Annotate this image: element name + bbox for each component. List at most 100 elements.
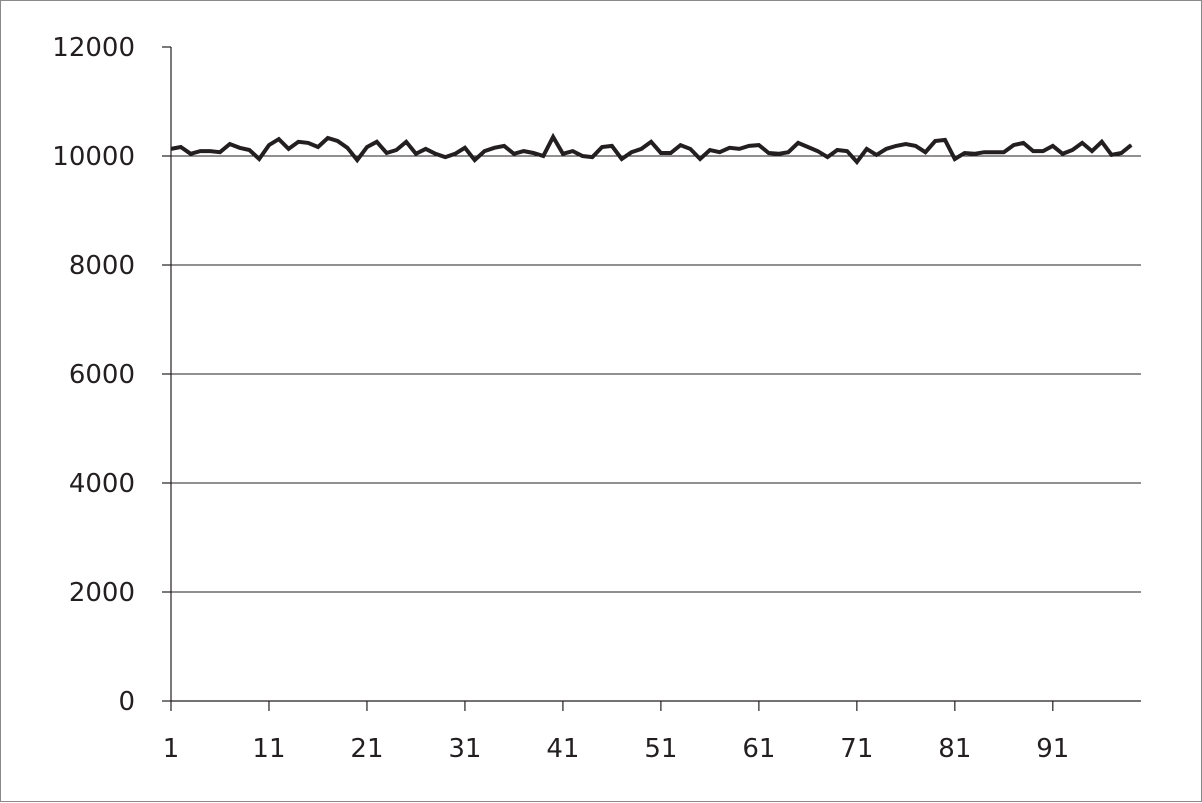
data-point bbox=[954, 158, 956, 160]
data-point bbox=[562, 153, 564, 155]
data-point bbox=[915, 145, 917, 147]
data-point bbox=[699, 158, 701, 160]
data-point bbox=[1091, 150, 1093, 152]
data-point bbox=[1071, 149, 1073, 151]
data-point bbox=[670, 152, 672, 154]
data-point bbox=[1042, 150, 1044, 152]
data-point bbox=[386, 152, 388, 154]
data-point bbox=[513, 153, 515, 155]
x-tick-label: 81 bbox=[938, 734, 971, 764]
data-point bbox=[376, 141, 378, 143]
data-point bbox=[542, 155, 544, 157]
data-point bbox=[709, 149, 711, 151]
data-point bbox=[493, 147, 495, 149]
data-point bbox=[719, 151, 721, 153]
x-tick-label: 61 bbox=[742, 734, 775, 764]
data-point bbox=[875, 154, 877, 156]
data-point bbox=[415, 153, 417, 155]
data-point bbox=[523, 150, 525, 152]
data-point bbox=[572, 150, 574, 152]
y-tick-label: 0 bbox=[118, 687, 135, 717]
data-point bbox=[1062, 153, 1064, 155]
x-tick-label: 21 bbox=[350, 734, 383, 764]
data-point bbox=[288, 148, 290, 150]
data-point bbox=[278, 138, 280, 140]
data-point bbox=[787, 151, 789, 153]
data-point bbox=[219, 151, 221, 153]
data-point bbox=[435, 153, 437, 155]
data-point bbox=[307, 142, 309, 144]
data-point bbox=[807, 146, 809, 148]
x-tick-label: 1 bbox=[163, 734, 180, 764]
data-point bbox=[209, 150, 211, 152]
data-point bbox=[934, 140, 936, 142]
data-point bbox=[601, 146, 603, 148]
data-point bbox=[895, 145, 897, 147]
data-point bbox=[552, 136, 554, 138]
data-point bbox=[924, 151, 926, 153]
x-tick-label: 51 bbox=[644, 734, 677, 764]
data-point bbox=[983, 151, 985, 153]
data-point bbox=[582, 155, 584, 157]
data-point bbox=[748, 145, 750, 147]
data-point bbox=[395, 149, 397, 151]
data-point bbox=[464, 147, 466, 149]
data-point bbox=[797, 142, 799, 144]
y-tick-label: 2000 bbox=[69, 578, 135, 608]
data-point bbox=[1101, 141, 1103, 143]
data-point bbox=[533, 152, 535, 154]
data-point bbox=[190, 153, 192, 155]
data-point bbox=[444, 156, 446, 158]
x-tick-label: 71 bbox=[840, 734, 873, 764]
data-point bbox=[425, 148, 427, 150]
data-point bbox=[973, 153, 975, 155]
data-point bbox=[327, 137, 329, 139]
data-point bbox=[199, 150, 201, 152]
data-point bbox=[679, 144, 681, 146]
x-tick-label: 11 bbox=[252, 734, 285, 764]
data-point bbox=[1111, 154, 1113, 156]
data-point bbox=[660, 152, 662, 154]
data-point bbox=[317, 146, 319, 148]
data-point bbox=[229, 143, 231, 145]
gridlines bbox=[171, 155, 1141, 593]
x-tick-label: 31 bbox=[448, 734, 481, 764]
data-point bbox=[180, 146, 182, 148]
data-point bbox=[297, 141, 299, 143]
data-point bbox=[268, 144, 270, 146]
data-point bbox=[689, 148, 691, 150]
data-point bbox=[738, 148, 740, 150]
data-point bbox=[366, 146, 368, 148]
x-tick-label: 91 bbox=[1036, 734, 1069, 764]
data-point bbox=[1032, 150, 1034, 152]
data-point bbox=[866, 148, 868, 150]
data-point bbox=[993, 151, 995, 153]
data-point bbox=[611, 145, 613, 147]
data-point bbox=[454, 153, 456, 155]
y-tick-label: 4000 bbox=[69, 469, 135, 499]
data-point bbox=[1013, 144, 1015, 146]
data-point bbox=[170, 148, 172, 150]
y-tick-label: 10000 bbox=[52, 142, 135, 172]
x-tick-labels: 1 11 21 31 41 51 61 71 81 91 bbox=[163, 734, 1070, 764]
data-point bbox=[356, 159, 358, 161]
y-tick-labels: 0 2000 4000 6000 8000 10000 12000 bbox=[52, 33, 135, 717]
y-tick-label: 12000 bbox=[52, 33, 135, 63]
data-point bbox=[758, 144, 760, 146]
data-point bbox=[346, 147, 348, 149]
data-point bbox=[768, 152, 770, 154]
data-point bbox=[846, 150, 848, 152]
data-point bbox=[944, 139, 946, 141]
data-point bbox=[1081, 142, 1083, 144]
data-point bbox=[503, 145, 505, 147]
data-point bbox=[248, 149, 250, 151]
series-group bbox=[170, 132, 1133, 166]
data-point bbox=[640, 148, 642, 150]
data-point bbox=[836, 149, 838, 151]
data-point bbox=[474, 159, 476, 161]
data-point bbox=[484, 150, 486, 152]
data-point bbox=[631, 151, 633, 153]
axes bbox=[162, 46, 1141, 711]
